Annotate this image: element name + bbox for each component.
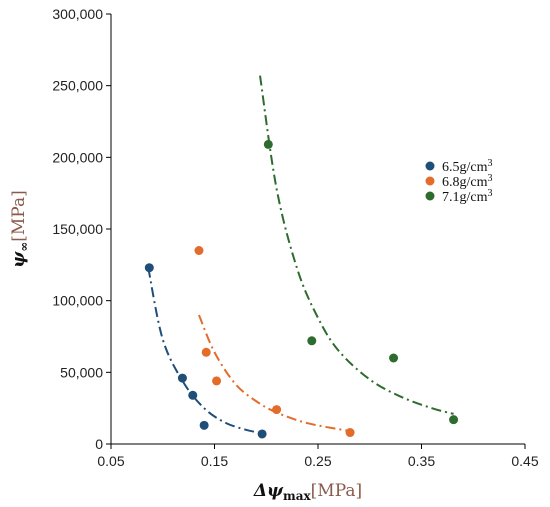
fit-curve-6-8g-cm [198, 314, 351, 433]
x-tick-label: 0.25 [304, 453, 331, 469]
data-point-6-8g-cm [194, 246, 204, 255]
axes [110, 14, 525, 445]
data-point-6-8g-cm [345, 428, 355, 438]
y-tick-label: 250,000 [52, 78, 103, 94]
y-tick-label: 300,000 [52, 6, 103, 22]
fit-curve-6-5g-cm [147, 267, 263, 435]
y-axis-title-unit: [MPa] [9, 190, 29, 241]
data-point-6-8g-cm [212, 376, 222, 386]
y-tick-label: 200,000 [52, 149, 103, 165]
legend-label-6-5g-cm: 6.5g/cm3 [442, 158, 493, 175]
legend-marker-7-1g-cm [425, 191, 435, 201]
x-tick-label: 0.05 [97, 453, 124, 469]
data-point-6-8g-cm [272, 405, 282, 415]
data-point-7-1g-cm [389, 353, 399, 363]
fit-curve-7-1g-cm [259, 75, 454, 415]
legend-label-7-1g-cm: 7.1g/cm3 [442, 188, 493, 205]
x-axis-title: Δψmax[MPa] [253, 481, 362, 503]
y-axis-title: ψ∞[MPa] [9, 190, 31, 268]
y-tick-label: 50,000 [60, 364, 103, 380]
y-axis-title-main: ψ [9, 251, 29, 268]
y-tick-labels: 0 50,000 100,000 150,000 200,000 250,000 300,0… [52, 6, 111, 452]
fit-curves [147, 75, 454, 435]
y-tick-label: 150,000 [52, 221, 103, 237]
data-point-6-8g-cm [201, 347, 211, 357]
data-point-6-5g-cm [257, 429, 267, 439]
x-axis-title-unit: [MPa] [311, 481, 362, 501]
legend-marker-6-8g-cm [425, 176, 435, 186]
x-tick-label: 0.35 [408, 453, 435, 469]
x-axis-title-main: Δψ [253, 481, 284, 501]
x-axis-title-sub: max [283, 489, 311, 503]
x-tick-label: 0.45 [511, 453, 538, 469]
data-point-6-5g-cm [188, 390, 198, 400]
legend-label-6-8g-cm: 6.8g/cm3 [442, 173, 493, 190]
x-tick-labels: 0.05 0.15 0.25 0.35 0.45 [97, 444, 539, 469]
data-point-7-1g-cm [449, 415, 459, 425]
legend-marker-6-5g-cm [425, 161, 435, 171]
data-point-7-1g-cm [307, 336, 317, 346]
data-point-7-1g-cm [263, 139, 273, 149]
data-point-6-5g-cm [177, 373, 187, 383]
y-tick-label: 0 [95, 436, 103, 452]
data-points [144, 139, 459, 439]
y-axis-title-sub: ∞ [17, 242, 31, 252]
y-tick-label: 100,000 [52, 293, 103, 309]
data-point-6-5g-cm [199, 420, 209, 430]
x-tick-label: 0.15 [201, 453, 228, 469]
data-point-6-5g-cm [144, 263, 154, 273]
